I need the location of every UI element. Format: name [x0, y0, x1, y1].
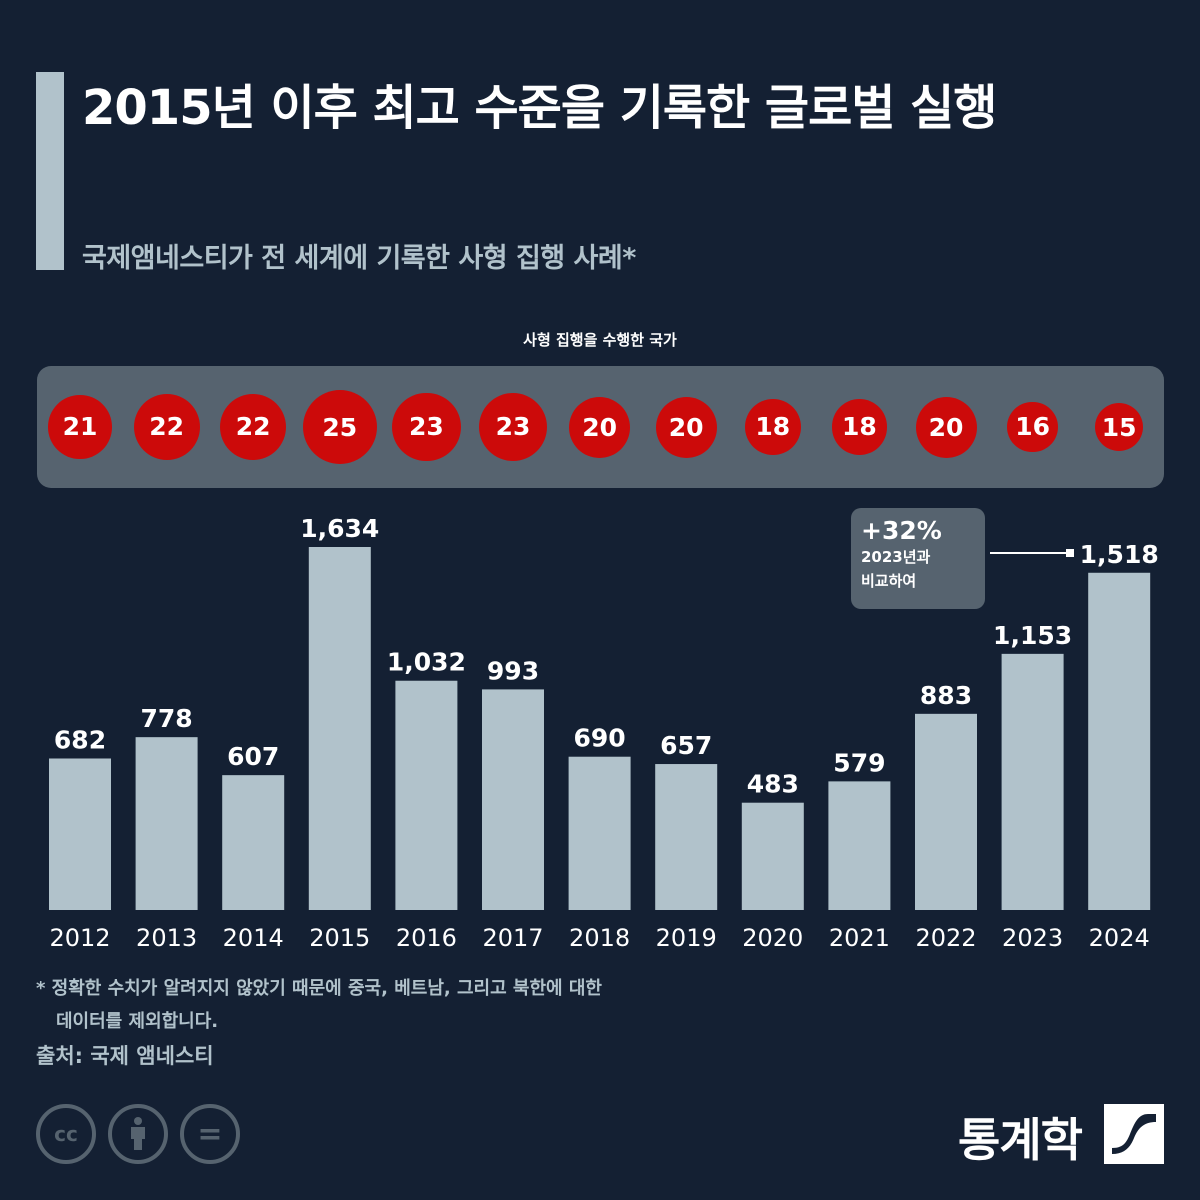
country-count-circle: 23 — [392, 392, 461, 462]
bar-2024 — [1088, 572, 1151, 910]
annotation-line2: 비교하여 — [861, 572, 917, 590]
country-count-circle: 20 — [569, 396, 631, 458]
annotation-marker — [1066, 549, 1074, 557]
bar-value-label: 483 — [747, 770, 799, 799]
x-tick-label: 2021 — [829, 924, 890, 952]
x-tick-label: 2024 — [1089, 924, 1150, 952]
bar-2015 — [308, 547, 371, 910]
country-count-circle: 18 — [744, 399, 801, 455]
title-accent-bar — [36, 72, 64, 270]
attribution-icon[interactable] — [108, 1104, 168, 1164]
country-count-circle: 25 — [302, 390, 377, 464]
x-tick-label: 2019 — [656, 924, 717, 952]
bar-2019 — [655, 764, 718, 910]
brand-logo-mark — [1112, 1114, 1156, 1154]
bar-2016 — [395, 680, 458, 910]
bar-value-label: 993 — [487, 656, 539, 685]
bar-2022 — [915, 713, 977, 910]
bar-value-label: 657 — [660, 731, 712, 760]
bar-2021 — [828, 781, 891, 910]
country-count-circle: 15 — [1095, 403, 1144, 451]
x-tick-label: 2023 — [1002, 924, 1063, 952]
x-tick-label: 2020 — [742, 924, 803, 952]
bar-value-label: 579 — [833, 748, 885, 777]
x-tick-label: 2012 — [49, 924, 110, 952]
country-count-circle: 20 — [655, 396, 717, 458]
bar-2012 — [49, 758, 111, 910]
bar-value-label: 1,518 — [1080, 540, 1159, 569]
country-count-circle: 16 — [1007, 401, 1058, 453]
bar-2017 — [482, 689, 544, 910]
x-tick-label: 2018 — [569, 924, 630, 952]
country-count-circle: 21 — [48, 395, 112, 459]
bar-value-label: 1,153 — [993, 621, 1072, 650]
country-count-circle: 22 — [220, 393, 287, 461]
bar-value-label: 607 — [227, 742, 279, 771]
bar-2013 — [135, 737, 198, 910]
country-count-circle: 20 — [915, 396, 977, 458]
country-count-circle: 23 — [478, 392, 548, 462]
annotation-line1: 2023년과 — [861, 548, 931, 566]
bar-value-label: 883 — [920, 681, 972, 710]
bar-value-label: 778 — [141, 704, 193, 733]
x-tick-label: 2013 — [136, 924, 197, 952]
footnote: * 정확한 수치가 알려지지 않았기 때문에 중국, 베트남, 그리고 북한에 … — [36, 972, 602, 1038]
x-tick-label: 2022 — [915, 924, 976, 952]
annotation-percent: +32% — [861, 516, 942, 545]
bar-2018 — [568, 756, 631, 910]
bar-value-label: 690 — [574, 724, 626, 753]
brand-logo-icon — [1104, 1104, 1164, 1164]
countries-label: 사형 집행을 수행한 국가 — [523, 331, 677, 349]
annotation-connector — [990, 552, 1070, 554]
bar-2014 — [222, 775, 285, 910]
page-subtitle: 국제앰네스티가 전 세계에 기록한 사형 집행 사례* — [82, 243, 636, 274]
bar-2023 — [1001, 653, 1064, 910]
brand-name: 통계학 — [958, 1113, 1083, 1167]
bar-value-label: 1,634 — [300, 514, 379, 543]
x-tick-label: 2015 — [309, 924, 370, 952]
country-count-circle: 18 — [831, 399, 888, 455]
no-derivatives-icon[interactable]: = — [180, 1104, 240, 1164]
creative-commons-icon[interactable]: cc — [36, 1104, 96, 1164]
change-annotation: +32% 2023년과 비교하여 — [851, 508, 985, 609]
x-tick-label: 2017 — [482, 924, 543, 952]
bar-value-label: 682 — [54, 725, 106, 754]
x-tick-label: 2016 — [396, 924, 457, 952]
page-title: 2015년 이후 최고 수준을 기록한 글로벌 실행 — [82, 80, 997, 136]
bar-2020 — [741, 802, 804, 910]
x-tick-label: 2014 — [223, 924, 284, 952]
bar-value-label: 1,032 — [387, 648, 466, 677]
person-icon — [131, 1117, 145, 1150]
footnote-line2: 데이터를 제외합니다. — [56, 1011, 219, 1032]
country-count-circle: 22 — [133, 393, 200, 461]
source-note: 출처: 국제 앰네스티 — [36, 1044, 214, 1068]
footnote-line1: * 정확한 수치가 알려지지 않았기 때문에 중국, 베트남, 그리고 북한에 … — [36, 978, 602, 999]
